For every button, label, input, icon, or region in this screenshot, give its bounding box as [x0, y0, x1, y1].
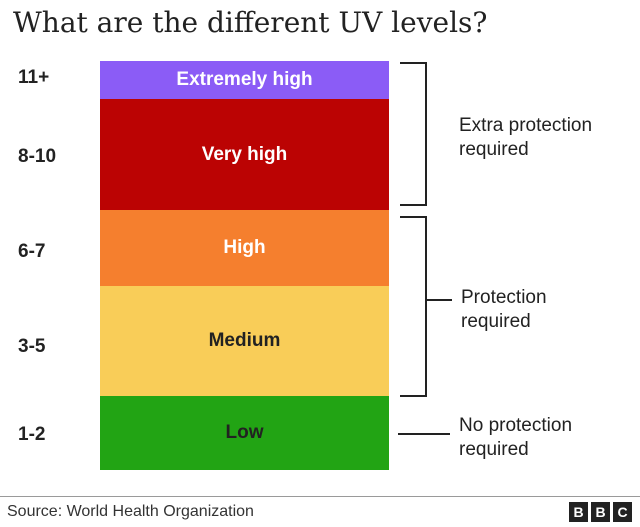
range-label-extremely-high: 11+ [18, 67, 50, 88]
band-high: High [100, 210, 389, 286]
range-label-very-high: 8-10 [18, 146, 57, 167]
bbc-logo: B B C [569, 502, 632, 522]
bracket-protection [400, 216, 427, 397]
band-label-low: Low [225, 422, 264, 443]
note-protection: Protection required [461, 286, 547, 334]
bracket-extra-protection [400, 62, 427, 206]
bbc-logo-block-2: B [591, 502, 610, 522]
source-text: Source: World Health Organization [7, 503, 254, 520]
note-extra-protection: Extra protection required [459, 114, 592, 162]
footer-divider [0, 496, 640, 497]
note-none-line2: required [459, 439, 529, 460]
band-label-very-high: Very high [201, 143, 288, 165]
note-protection-line1: Protection [461, 287, 547, 308]
band-low: Low [100, 396, 389, 470]
note-none-line1: No protection [459, 415, 573, 436]
band-label-extremely-high: Extremely high [176, 69, 313, 90]
range-label-high: 6-7 [18, 241, 46, 262]
bbc-logo-block-1: B [569, 502, 588, 522]
band-medium: Medium [100, 286, 389, 396]
note-extra-line2: required [459, 139, 529, 160]
note-protection-line2: required [461, 311, 531, 332]
note-extra-line1: Extra protection [459, 115, 593, 136]
band-very-high: Very high [100, 99, 389, 210]
band-label-medium: Medium [208, 330, 281, 351]
band-extremely-high: Extremely high [100, 61, 389, 99]
range-label-low: 1-2 [18, 424, 46, 445]
note-no-protection: No protection required [459, 414, 572, 462]
band-label-high: High [223, 237, 266, 258]
page-title: What are the different UV levels? [13, 6, 488, 39]
bbc-logo-block-3: C [613, 502, 632, 522]
range-label-medium: 3-5 [18, 336, 46, 357]
